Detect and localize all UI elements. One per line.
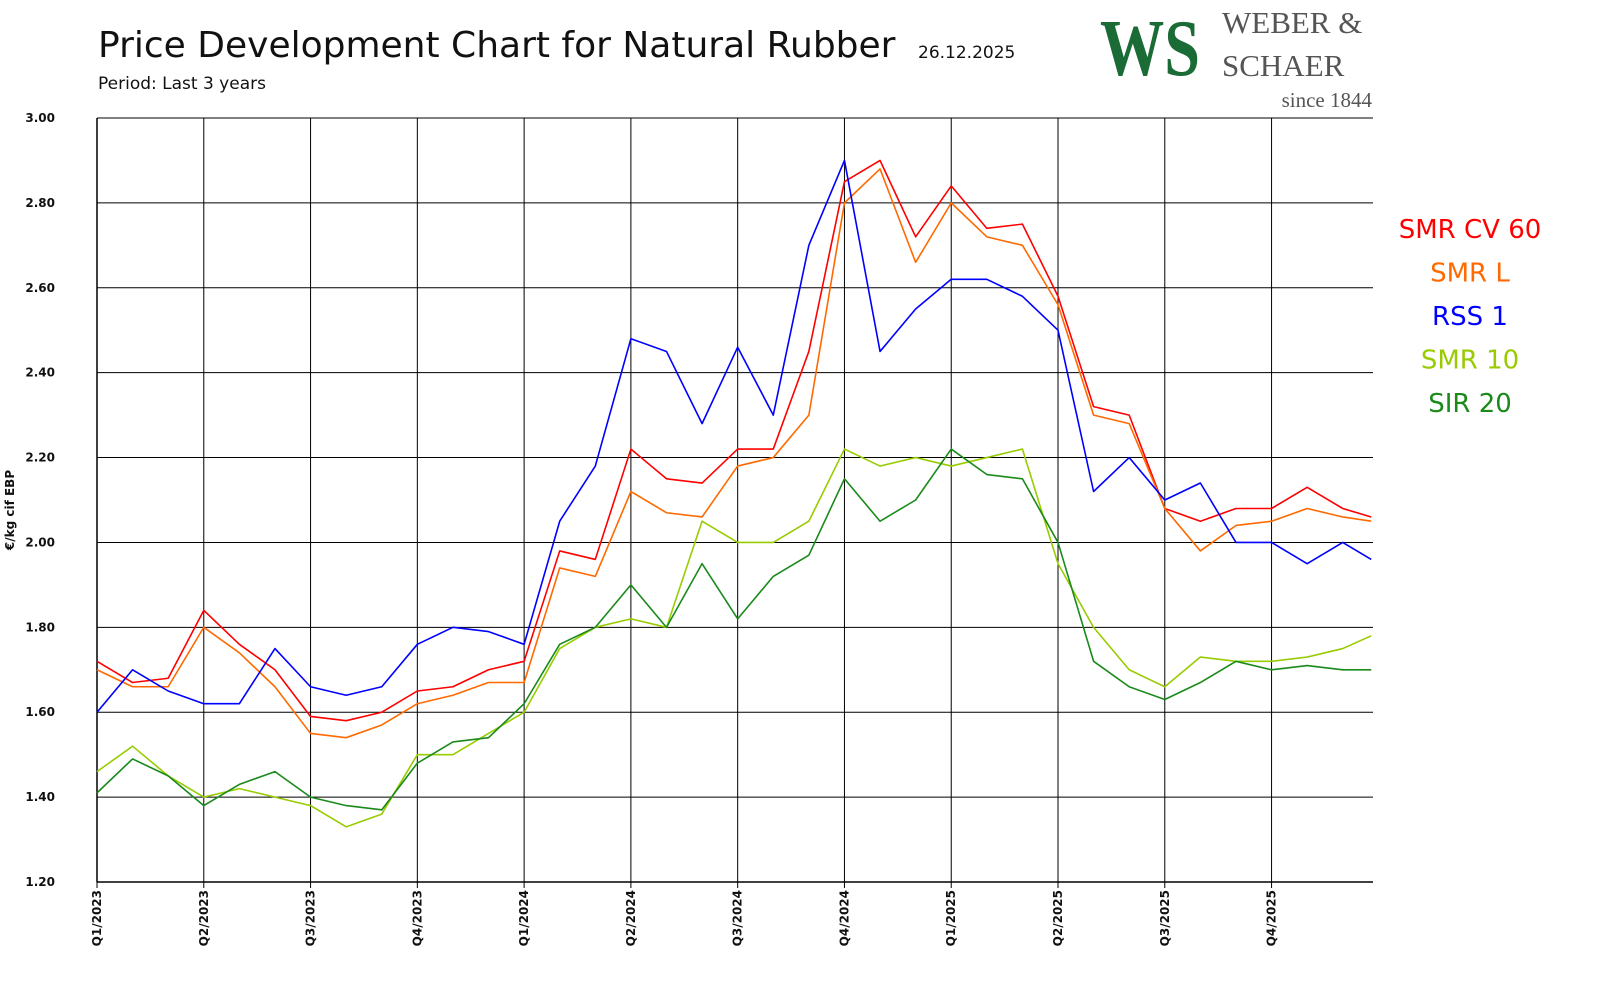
logo-name: WEBER & xyxy=(1222,5,1362,40)
x-tick-label: Q4/2025 xyxy=(1265,890,1279,946)
y-tick-label: 2.40 xyxy=(25,366,55,380)
legend-entry: RSS 1 xyxy=(1432,302,1508,332)
y-tick-label: 1.60 xyxy=(25,705,55,719)
logo-tagline: since 1844 xyxy=(1282,88,1373,112)
y-tick-label: 1.40 xyxy=(25,790,55,804)
logo-mark: WS xyxy=(1100,5,1200,93)
legend-entry: SIR 20 xyxy=(1428,389,1512,419)
y-tick-label: 2.20 xyxy=(25,451,55,465)
y-tick-label: 2.00 xyxy=(25,535,55,549)
legend-entry: SMR L xyxy=(1430,259,1510,289)
y-tick-label: 1.80 xyxy=(25,620,55,634)
series-line xyxy=(96,168,1372,739)
x-tick-label: Q4/2023 xyxy=(410,890,424,946)
y-tick-label: 3.00 xyxy=(25,111,55,125)
legend-entry: SMR 10 xyxy=(1421,346,1519,376)
x-tick-label: Q1/2024 xyxy=(517,890,531,946)
y-axis-label: €/kg cif EBP xyxy=(3,470,17,551)
x-tick-label: Q1/2023 xyxy=(90,890,104,946)
x-tick-label: Q3/2024 xyxy=(731,890,745,946)
y-tick-label: 1.20 xyxy=(25,875,55,889)
x-tick-label: Q2/2024 xyxy=(624,890,638,946)
x-tick-label: Q3/2023 xyxy=(304,890,318,946)
x-tick-label: Q3/2025 xyxy=(1158,890,1172,946)
chart-date: 26.12.2025 xyxy=(918,43,1015,63)
y-tick-label: 2.80 xyxy=(25,196,55,210)
series-line xyxy=(96,448,1372,811)
series-line xyxy=(96,448,1372,828)
series-line xyxy=(96,159,1372,713)
chart-title: Price Development Chart for Natural Rubb… xyxy=(98,25,896,66)
chart-subtitle: Period: Last 3 years xyxy=(98,74,266,94)
logo-name: SCHAER xyxy=(1222,48,1345,83)
x-tick-label: Q2/2025 xyxy=(1051,890,1065,946)
x-tick-label: Q1/2025 xyxy=(944,890,958,946)
y-tick-label: 2.60 xyxy=(25,281,55,295)
legend-entry: SMR CV 60 xyxy=(1399,215,1542,245)
x-tick-label: Q2/2023 xyxy=(197,890,211,946)
x-tick-label: Q4/2024 xyxy=(837,890,851,946)
